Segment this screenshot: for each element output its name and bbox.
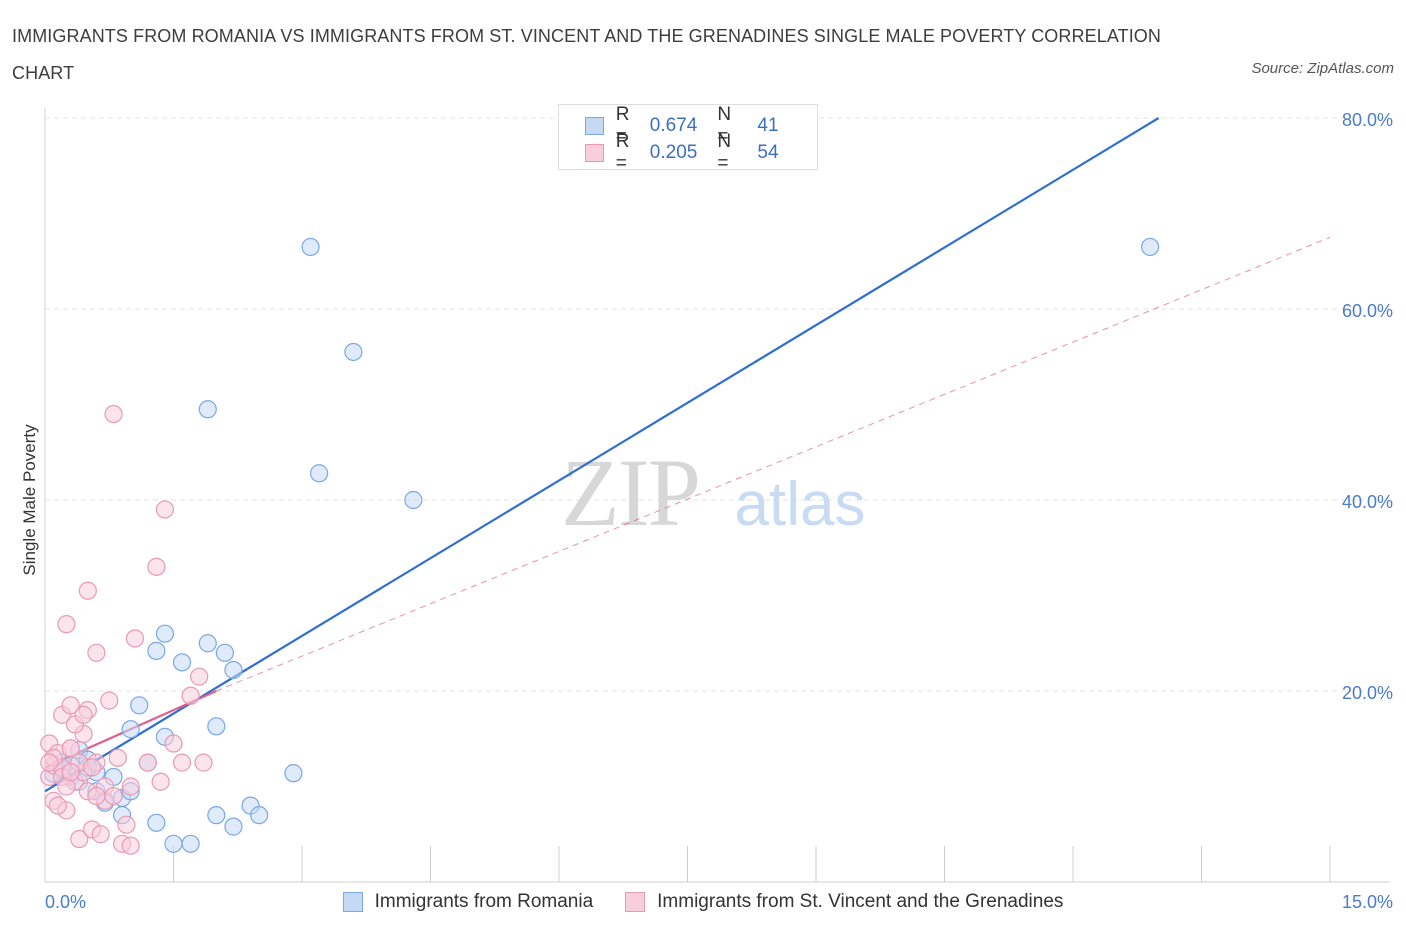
- point-stvincent[interactable]: [70, 829, 89, 849]
- point-stvincent[interactable]: [108, 748, 127, 767]
- series-legend-label-stvincent: Immigrants from St. Vincent and the Gren…: [657, 891, 1064, 912]
- n-value-stvincent: 54: [757, 142, 779, 163]
- points-layer: [40, 237, 1160, 855]
- grid-layer: [45, 117, 1390, 692]
- point-stvincent[interactable]: [121, 777, 140, 796]
- x-tick-label-min: 0.0%: [45, 892, 86, 912]
- stats-legend: R = 0.674 N = 41 R = 0.205 N = 54: [558, 104, 818, 174]
- point-romania[interactable]: [284, 764, 303, 783]
- x-tick-label-max: 15.0%: [1342, 892, 1393, 912]
- series-legend: Immigrants from Romania Immigrants from …: [0, 889, 1406, 915]
- point-stvincent[interactable]: [78, 581, 97, 600]
- point-romania[interactable]: [215, 643, 234, 662]
- point-romania[interactable]: [198, 634, 217, 653]
- point-romania[interactable]: [224, 660, 243, 680]
- point-stvincent[interactable]: [104, 404, 123, 424]
- point-stvincent[interactable]: [194, 753, 213, 772]
- point-romania[interactable]: [181, 834, 200, 853]
- point-romania[interactable]: [301, 237, 320, 257]
- point-romania[interactable]: [207, 717, 226, 736]
- point-romania[interactable]: [344, 342, 363, 362]
- point-stvincent[interactable]: [61, 763, 80, 782]
- point-romania[interactable]: [198, 400, 217, 419]
- y-tick-label: 20.0%: [1342, 683, 1393, 703]
- point-stvincent[interactable]: [48, 796, 67, 815]
- point-romania[interactable]: [164, 834, 183, 853]
- point-stvincent[interactable]: [74, 705, 93, 724]
- watermark-atlas: atlas: [735, 470, 866, 539]
- labels-layer: 20.0% 40.0% 60.0% 80.0% 0.0% 15.0% Single Male…: [20, 110, 1393, 912]
- n-label: N =: [717, 104, 732, 147]
- point-romania[interactable]: [130, 696, 149, 715]
- point-stvincent[interactable]: [104, 786, 123, 806]
- point-romania[interactable]: [147, 813, 166, 832]
- r-label: R =: [615, 131, 630, 174]
- legend-swatch-romania: [585, 117, 604, 135]
- watermark: ZIP atlas: [561, 439, 865, 546]
- point-romania[interactable]: [310, 464, 329, 483]
- n-label: N =: [717, 131, 732, 174]
- point-stvincent[interactable]: [87, 643, 106, 662]
- point-stvincent[interactable]: [151, 772, 170, 791]
- y-axis-title: Single Male Poverty: [20, 424, 39, 576]
- point-stvincent[interactable]: [125, 629, 145, 648]
- y-tick-label: 40.0%: [1342, 492, 1393, 512]
- point-romania[interactable]: [250, 806, 269, 825]
- point-romania[interactable]: [147, 641, 166, 660]
- point-stvincent[interactable]: [91, 825, 110, 844]
- point-stvincent[interactable]: [57, 615, 76, 634]
- r-value-stvincent: 0.205: [649, 142, 698, 163]
- series-legend-item-stvincent[interactable]: Immigrants from St. Vincent and the Gren…: [625, 891, 1063, 913]
- point-stvincent[interactable]: [164, 734, 183, 753]
- point-stvincent[interactable]: [61, 696, 80, 715]
- point-romania[interactable]: [172, 653, 192, 672]
- stats-legend-row-stvincent: R = 0.205 N = 54: [585, 131, 817, 174]
- point-stvincent[interactable]: [87, 786, 106, 806]
- point-stvincent[interactable]: [83, 758, 102, 777]
- series-swatch-stvincent: [625, 892, 646, 912]
- legend-swatch-stvincent: [585, 144, 604, 162]
- point-stvincent[interactable]: [155, 500, 175, 519]
- r-label: R =: [615, 104, 630, 147]
- point-stvincent[interactable]: [147, 557, 166, 576]
- watermark-zip: ZIP: [561, 439, 699, 546]
- point-stvincent[interactable]: [100, 691, 119, 710]
- point-romania[interactable]: [121, 720, 140, 739]
- point-stvincent[interactable]: [172, 753, 192, 772]
- y-tick-label: 60.0%: [1342, 301, 1393, 321]
- trend-line: [216, 236, 1331, 692]
- point-stvincent[interactable]: [138, 753, 157, 772]
- point-stvincent[interactable]: [117, 815, 136, 834]
- point-romania[interactable]: [404, 490, 423, 510]
- series-legend-item-romania[interactable]: Immigrants from Romania: [342, 891, 594, 913]
- y-tick-label: 80.0%: [1342, 110, 1393, 130]
- r-value-romania: 0.674: [649, 115, 698, 136]
- chart-title: IMMIGRANTS FROM ROMANIA VS IMMIGRANTS FR…: [12, 26, 1161, 83]
- trend-line: [44, 117, 1160, 793]
- point-romania[interactable]: [224, 817, 243, 836]
- point-stvincent[interactable]: [61, 739, 80, 758]
- point-romania[interactable]: [155, 624, 175, 643]
- point-stvincent[interactable]: [40, 753, 59, 772]
- stats-legend-row-romania: R = 0.674 N = 41: [585, 104, 817, 147]
- axes-layer: [44, 108, 1390, 883]
- point-stvincent[interactable]: [121, 836, 140, 855]
- n-value-romania: 41: [757, 115, 779, 136]
- point-romania[interactable]: [1140, 237, 1160, 257]
- point-romania[interactable]: [207, 806, 226, 825]
- point-stvincent[interactable]: [190, 667, 209, 686]
- series-legend-label-romania: Immigrants from Romania: [374, 891, 594, 912]
- series-swatch-romania: [342, 892, 363, 912]
- point-stvincent[interactable]: [181, 686, 200, 705]
- source-label: Source: ZipAtlas.com: [1251, 60, 1394, 77]
